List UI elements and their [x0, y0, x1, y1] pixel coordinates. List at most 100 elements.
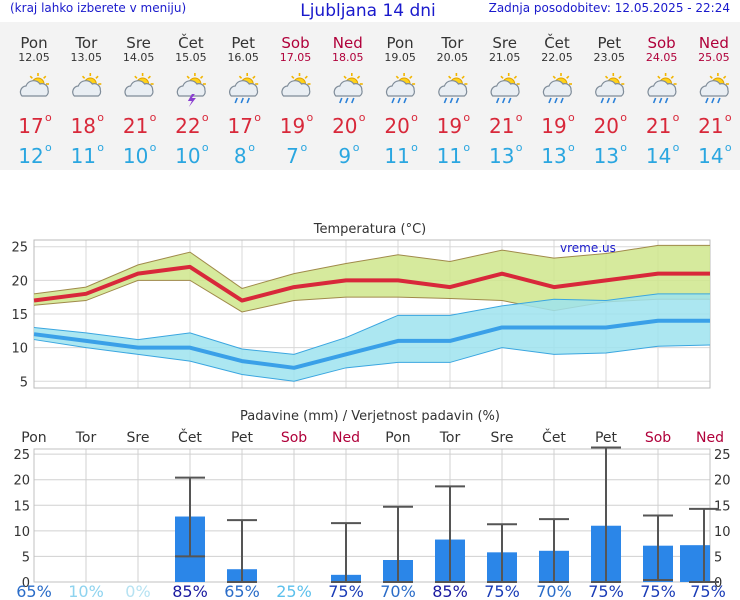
y-tick-label: 20: [11, 274, 28, 289]
rain-drop: [501, 97, 506, 104]
series-line-min: [33, 318, 710, 370]
probability-label: 65%: [16, 582, 52, 600]
cloud-shape: [490, 80, 520, 97]
cloud-shape: [124, 80, 154, 97]
rain-drop: [391, 97, 395, 104]
degree-symbol: o: [254, 111, 261, 124]
x-tick-label: Ned: [696, 430, 724, 446]
rain-drop: [658, 97, 663, 104]
probability-label: 25%: [276, 582, 312, 600]
x-tick-label: Pet: [595, 430, 618, 446]
menu-hint: (kraj lahko izberete v meniju): [10, 1, 186, 15]
degree-symbol: o: [568, 141, 575, 154]
temp-max: 21: [489, 114, 514, 138]
temp-max: 19: [437, 114, 462, 138]
y-tick-label-right: 20: [714, 474, 731, 489]
temp-max: 21: [646, 114, 671, 138]
probability-label: 70%: [536, 582, 572, 600]
forecast-strip-bg: [0, 22, 740, 170]
precipitation-chart-title: Padavine (mm) / Verjetnost padavin (%): [240, 409, 500, 424]
thunderstorm-icon: [176, 73, 206, 107]
degree-symbol: o: [673, 141, 680, 154]
temp-max: 20: [332, 114, 357, 138]
probability-label: 70%: [380, 582, 416, 600]
sun-ray: [604, 75, 609, 79]
degree-symbol: o: [725, 141, 732, 154]
sun-ray: [722, 75, 727, 79]
degree-symbol: o: [307, 111, 314, 124]
last-update: Zadnja posodobitev: 12.05.2025 - 22:24: [489, 1, 730, 15]
sun-ray: [95, 75, 99, 79]
temp-max: 22: [175, 114, 200, 138]
rain-drop: [240, 97, 244, 104]
day-name: Čet: [178, 33, 204, 52]
day-date: 23.05: [594, 51, 626, 64]
temp-max: 19: [541, 114, 566, 138]
cloud-shape: [438, 80, 468, 97]
degree-symbol: o: [516, 141, 523, 154]
rain-drop: [664, 97, 669, 104]
rain-drop: [507, 97, 512, 104]
temp-min: 10: [123, 144, 148, 168]
day-date: 17.05: [280, 51, 312, 64]
day-date: 24.05: [646, 51, 678, 64]
partly-cloudy-icon: [281, 73, 311, 97]
probability-label: 85%: [172, 582, 208, 600]
probability-label: 75%: [328, 582, 364, 600]
rain-drop: [246, 97, 250, 104]
probability-label: 65%: [224, 582, 260, 600]
sun-ray: [409, 75, 413, 79]
degree-symbol: o: [202, 111, 209, 124]
day-name: Sre: [126, 34, 151, 52]
y-tick-label-left: 5: [22, 550, 30, 565]
plot-frame: [33, 448, 711, 583]
temp-max: 19: [280, 114, 305, 138]
sun-ray: [252, 75, 256, 79]
temp-max: 17: [227, 114, 252, 138]
temp-min: 11: [384, 144, 409, 168]
temp-min: 8: [234, 144, 247, 168]
cloud-shape: [229, 80, 259, 97]
day-name: Ned: [699, 34, 729, 52]
degree-symbol: o: [620, 141, 627, 154]
band-lower-min: [33, 339, 711, 382]
lightning-bolt: [187, 94, 196, 107]
watermark: vreme.us: [560, 241, 616, 255]
x-tick-label: Tor: [439, 430, 461, 446]
degree-symbol: o: [463, 111, 470, 124]
temp-max: 20: [594, 114, 619, 138]
rain-drop: [339, 97, 343, 104]
sun-ray: [395, 75, 400, 79]
sun-rain-icon: [542, 73, 572, 104]
sun-ray: [238, 75, 243, 79]
x-tick-label: Pon: [21, 430, 46, 446]
probability-label: 75%: [588, 582, 624, 600]
sun-ray: [448, 75, 452, 79]
rain-drop: [560, 97, 564, 104]
sun-ray: [291, 75, 295, 79]
degree-symbol: o: [673, 111, 680, 124]
cloud-shape: [19, 80, 49, 97]
temp-min: 9: [338, 144, 351, 168]
degree-symbol: o: [97, 111, 104, 124]
sun-ray: [618, 75, 622, 79]
degree-symbol: o: [150, 141, 157, 154]
rain-drop: [455, 97, 460, 104]
degree-symbol: o: [248, 141, 255, 154]
day-name: Tor: [440, 34, 464, 52]
degree-symbol: o: [45, 141, 52, 154]
y-tick-label: 5: [20, 375, 28, 390]
day-date: 12.05: [18, 51, 50, 64]
day-date: 13.05: [71, 51, 103, 64]
day-name: Ned: [333, 34, 363, 52]
cloud-shape: [176, 80, 206, 97]
degree-symbol: o: [301, 141, 308, 154]
